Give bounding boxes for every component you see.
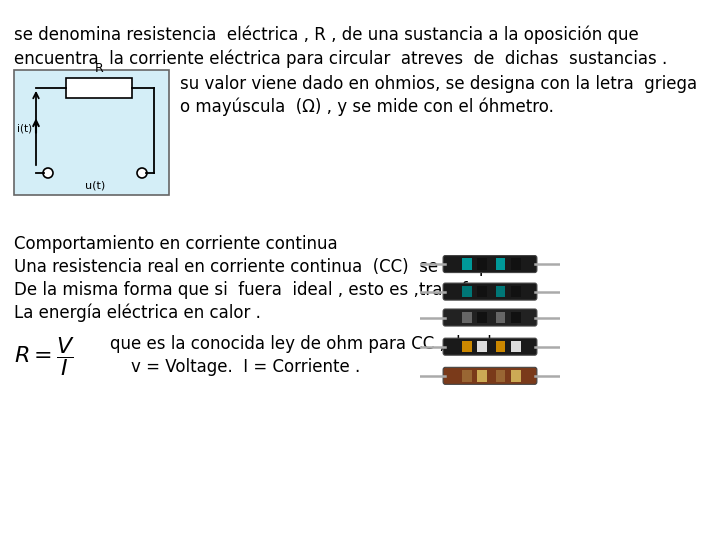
Bar: [495, 312, 505, 323]
Bar: [495, 286, 505, 298]
Bar: [511, 370, 521, 382]
Bar: [66, 78, 132, 98]
FancyBboxPatch shape: [443, 367, 537, 384]
Bar: [477, 286, 487, 298]
Bar: [14, 70, 169, 195]
Circle shape: [43, 168, 53, 178]
Bar: [477, 312, 487, 323]
Bar: [477, 341, 487, 353]
Text: De la misma forma que si  fuera  ideal , esto es ,transformar: De la misma forma que si fuera ideal , e…: [14, 281, 518, 299]
Bar: [462, 370, 472, 382]
Bar: [477, 370, 487, 382]
Text: i(t): i(t): [17, 124, 32, 133]
Bar: [462, 312, 472, 323]
FancyBboxPatch shape: [443, 283, 537, 300]
Bar: [495, 370, 505, 382]
Text: v = Voltage.  I = Corriente .: v = Voltage. I = Corriente .: [110, 358, 360, 376]
Bar: [511, 341, 521, 353]
Text: Comportamiento en corriente continua: Comportamiento en corriente continua: [14, 235, 338, 253]
Text: La energía eléctrica en calor .: La energía eléctrica en calor .: [14, 304, 261, 322]
Bar: [511, 286, 521, 298]
Text: encuentra  la corriente eléctrica para circular  atreves  de  dichas  sustancias: encuentra la corriente eléctrica para ci…: [14, 50, 667, 69]
Bar: [511, 312, 521, 323]
FancyBboxPatch shape: [443, 338, 537, 355]
Text: u(t): u(t): [85, 181, 105, 191]
Bar: [462, 286, 472, 298]
Bar: [511, 258, 521, 270]
Circle shape: [137, 168, 147, 178]
FancyBboxPatch shape: [443, 255, 537, 273]
Text: $R = \dfrac{V}{I}$: $R = \dfrac{V}{I}$: [14, 335, 76, 378]
Text: se denomina resistencia  eléctrica , R , de una sustancia a la oposición que: se denomina resistencia eléctrica , R , …: [14, 25, 639, 44]
Bar: [495, 341, 505, 353]
Text: o mayúscula  (Ω) , y se mide con el óhmetro.: o mayúscula (Ω) , y se mide con el óhmet…: [180, 98, 554, 117]
Text: que es la conocida ley de ohm para CC , donde: que es la conocida ley de ohm para CC , …: [110, 335, 502, 353]
Text: Una resistencia real en corriente continua  (CC)  se comporta: Una resistencia real en corriente contin…: [14, 258, 523, 276]
Bar: [495, 258, 505, 270]
Text: R: R: [94, 62, 104, 75]
Bar: [462, 341, 472, 353]
Text: su valor viene dado en ohmios, se designa con la letra  griega: su valor viene dado en ohmios, se design…: [180, 75, 697, 93]
FancyBboxPatch shape: [443, 309, 537, 326]
Bar: [462, 258, 472, 270]
Bar: [477, 258, 487, 270]
